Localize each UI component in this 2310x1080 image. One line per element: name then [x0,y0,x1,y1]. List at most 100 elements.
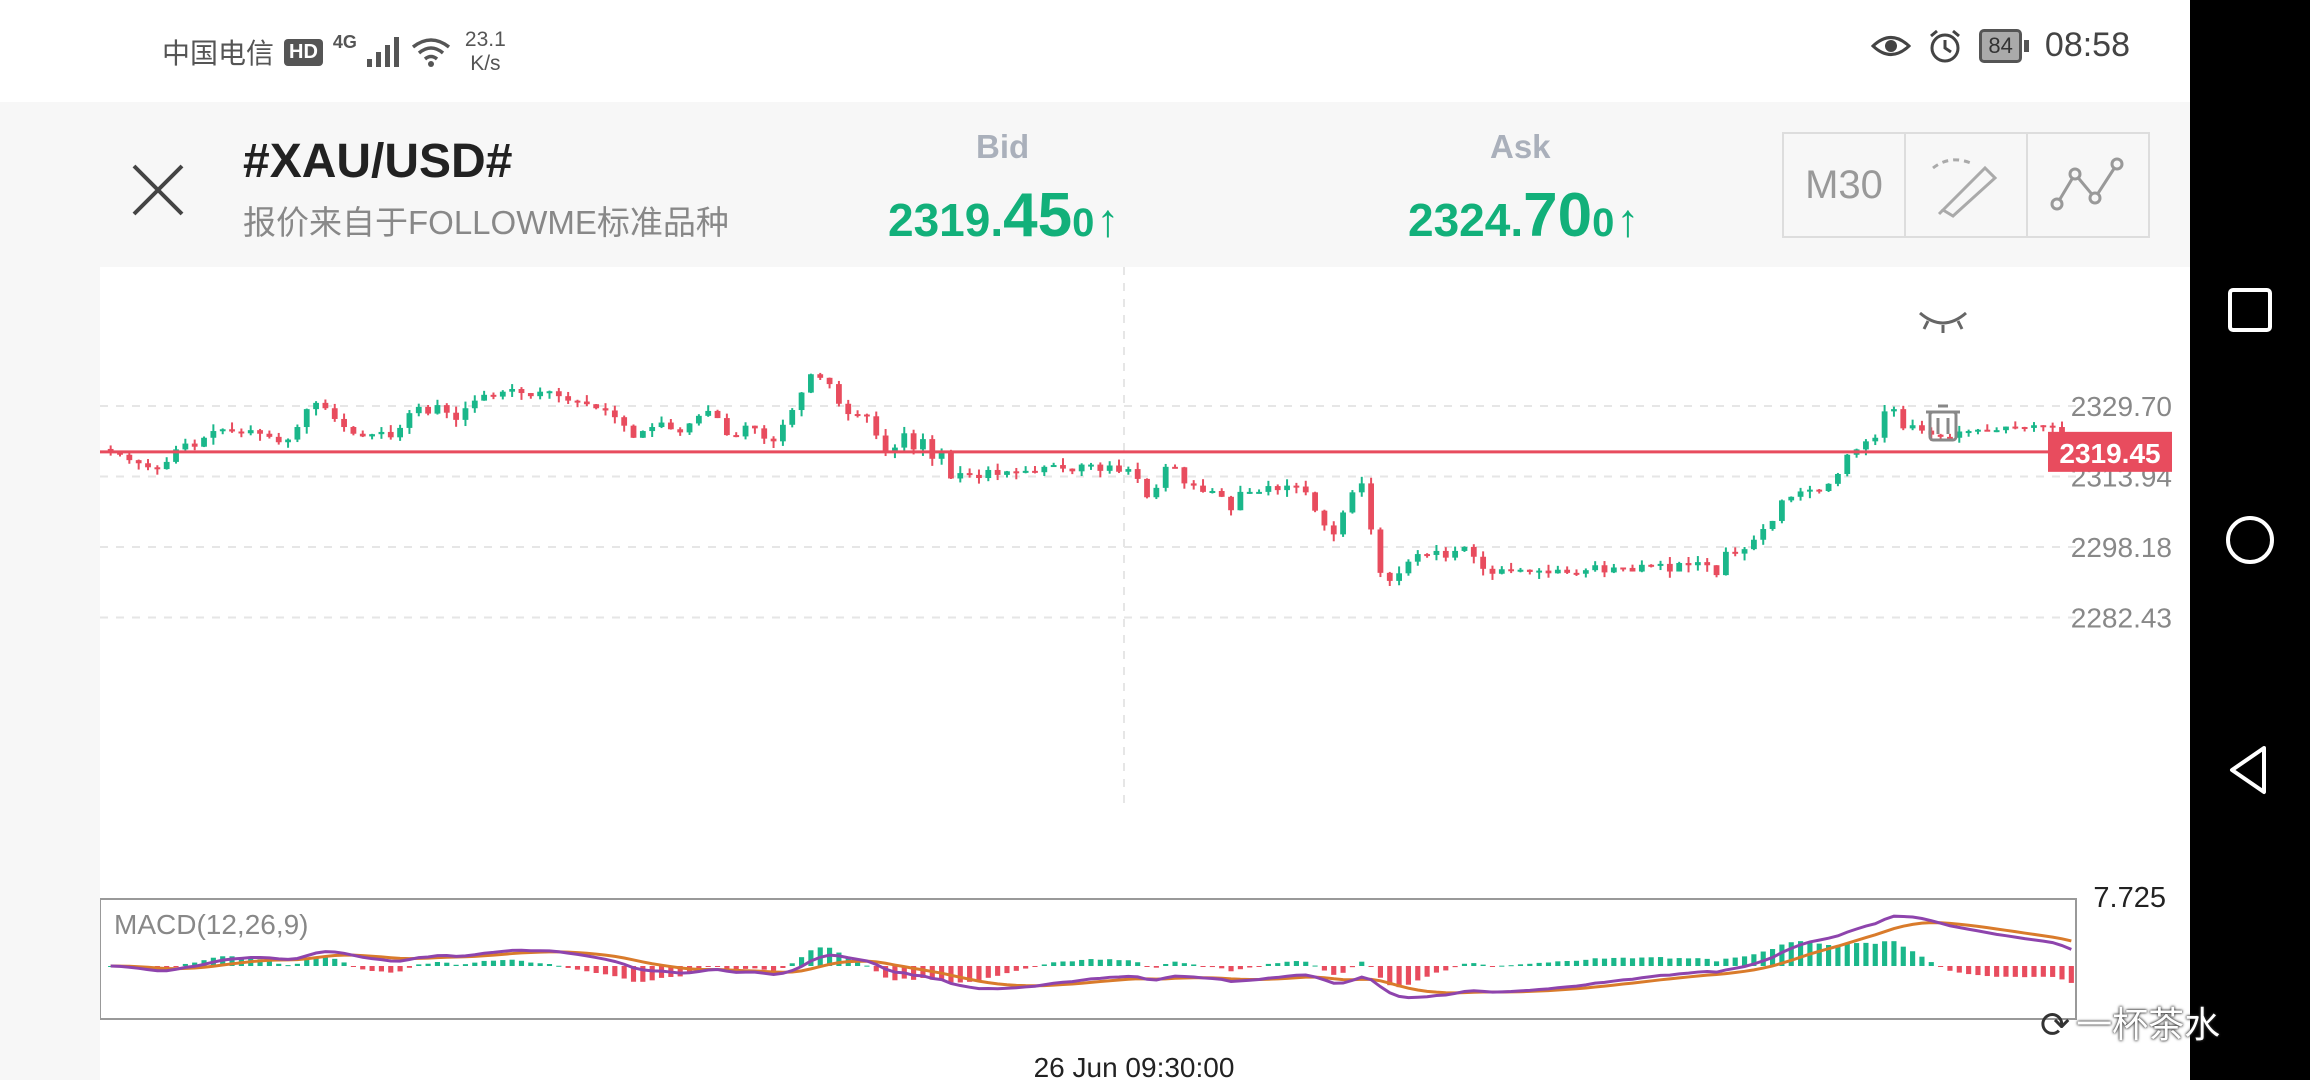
macd-histogram-bar [1340,966,1346,973]
candle-body [2003,426,2009,431]
macd-histogram-bar [1247,966,1253,968]
candle-body [415,406,422,414]
macd-histogram-bar [724,966,730,969]
macd-histogram-bar [1545,962,1552,966]
macd-histogram-bar [1433,966,1440,973]
candle-body [611,410,618,418]
candle-body [2031,425,2037,428]
candle-body [1694,562,1701,566]
macd-histogram-bar [1368,966,1374,967]
macd-histogram-bar [808,950,814,966]
candle-body [1844,454,1851,474]
candle-body [1657,563,1664,566]
candle-body [873,416,880,436]
macd-histogram-bar [276,963,282,966]
timeframe-button[interactable]: M30 [1784,134,1906,236]
candle-body [1461,546,1468,551]
candle-body [957,473,964,479]
macd-histogram-bar [1153,966,1159,968]
candle-body [1937,434,1944,437]
candle-body [789,410,796,425]
macd-histogram-bar [1069,961,1075,966]
candle-body [854,414,861,417]
candle-body [1200,485,1206,492]
ask-price: 2324.700↑ [1408,181,1640,250]
macd-histogram-bar [602,966,609,975]
candle-body [518,389,525,394]
pen-icon [1932,158,1998,218]
macd-histogram-bar [967,966,973,982]
draw-tool-button[interactable] [1906,134,2028,236]
macd-histogram-bar [976,966,982,981]
candle-body [920,439,926,450]
macd-histogram-bar [1359,961,1365,966]
trash-icon[interactable] [1926,404,1960,442]
macd-histogram-bar [827,947,833,966]
macd-histogram-bar [836,952,842,966]
candle-body [1228,496,1234,511]
candle-body [210,431,217,438]
macd-label: MACD(12,26,9) [114,909,309,940]
macd-histogram-bar [1956,966,1962,973]
macd-histogram-bar [1116,960,1122,966]
macd-top-value: 7.725 [2093,882,2166,914]
macd-histogram-bar [1097,959,1103,966]
macd-histogram-bar [1265,963,1271,966]
battery-icon: 84 [1979,28,2029,63]
ask-label: Ask [1490,128,1551,165]
macd-histogram-bar [1303,961,1309,966]
candle-body [1088,464,1094,467]
macd-histogram-bar [1704,958,1710,966]
macd-histogram-bar [1835,945,1841,966]
candle-body [1265,486,1272,492]
indicator-button[interactable] [2028,134,2148,236]
candle-body [1060,465,1066,469]
macd-histogram-bar [1667,958,1673,966]
back-icon[interactable] [2220,740,2280,800]
macd-histogram-bar [2003,966,2009,977]
macd-histogram-bar [1172,961,1178,966]
macd-histogram-bar [1994,966,2000,977]
macd-histogram-bar [1144,966,1150,967]
macd-histogram-bar [2031,966,2037,977]
candle-body [1732,551,1739,554]
candle-body [1919,425,1925,431]
macd-histogram-bar [1872,943,1878,966]
up-arrow-icon: ↑ [1616,194,1640,246]
candle-body [1545,570,1552,574]
macd-histogram-bar [985,966,991,978]
status-bar: 中国电信 HD 4G 23.1 K/s 84 [0,0,2190,102]
home-icon[interactable] [2220,510,2280,570]
macd-histogram-bar [453,964,459,966]
recent-apps-icon[interactable] [2220,280,2280,340]
candle-body [667,422,674,430]
macd-histogram-bar [369,966,375,971]
candle-body [509,389,516,392]
candle-body [537,391,544,397]
macd-histogram-bar [1947,966,1953,971]
macd-histogram-bar [612,966,618,977]
candle-body [1750,539,1757,550]
candle-body [1358,483,1365,493]
candle-body [1685,563,1692,566]
macd-histogram-bar [1583,959,1589,966]
macd-histogram-bar [1685,958,1692,966]
macd-histogram-bar [1760,951,1766,966]
close-icon[interactable] [120,152,196,228]
candle-body [1274,486,1281,491]
candle-body [275,436,282,443]
macd-histogram-bar [649,966,655,981]
macd-histogram-bar [2012,966,2018,977]
candle-body [1237,491,1244,511]
up-arrow-icon: ↑ [1096,194,1120,246]
candle-body [1638,564,1645,572]
macd-histogram-bar [780,966,786,968]
hide-indicator-icon[interactable] [1919,311,1967,333]
macd-panel [100,898,2077,1020]
candle-body [490,394,497,397]
macd-dea-line [110,921,2072,995]
candle-body [555,391,562,397]
macd-histogram-bar [995,966,1001,976]
candle-body [1947,436,1953,439]
